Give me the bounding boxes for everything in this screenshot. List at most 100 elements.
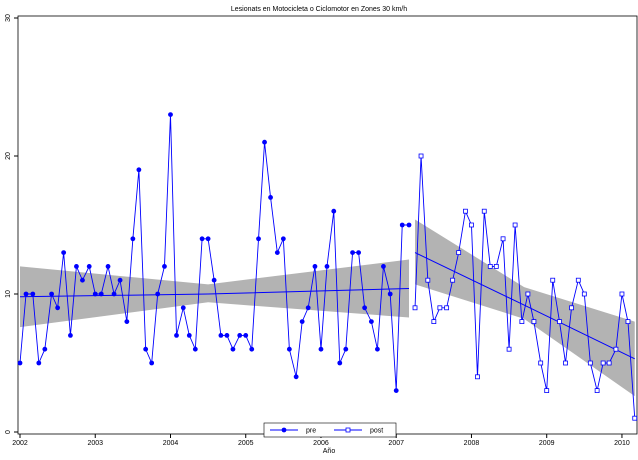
point	[249, 346, 255, 352]
point	[519, 319, 525, 325]
point	[606, 360, 612, 366]
point	[557, 319, 562, 325]
point	[393, 388, 399, 393]
point	[469, 222, 474, 228]
point	[111, 291, 117, 297]
point	[105, 264, 111, 269]
point	[80, 277, 85, 283]
point	[538, 360, 544, 366]
point	[168, 112, 173, 117]
point	[218, 333, 224, 338]
point	[36, 360, 42, 366]
point	[86, 264, 92, 269]
y-tick-label: 30	[5, 14, 12, 22]
point	[531, 319, 537, 325]
point	[345, 427, 351, 433]
point	[299, 319, 305, 324]
x-tick-label: 2007	[388, 440, 404, 447]
point	[280, 236, 286, 242]
point	[224, 333, 230, 338]
point	[130, 236, 136, 242]
point	[149, 360, 155, 366]
point	[331, 208, 337, 214]
point	[205, 236, 211, 242]
point	[525, 291, 531, 297]
point	[281, 427, 287, 433]
point	[305, 305, 311, 311]
point	[587, 360, 593, 366]
point	[68, 333, 73, 338]
point	[512, 222, 518, 228]
point	[117, 277, 123, 283]
x-tick-label: 2003	[87, 440, 103, 447]
point	[450, 277, 456, 283]
confidence-band	[20, 259, 410, 328]
point	[569, 305, 574, 311]
point	[625, 319, 631, 325]
point	[318, 346, 324, 352]
point	[136, 167, 142, 173]
x-tick-label: 2006	[313, 440, 329, 447]
point	[437, 305, 443, 311]
point	[387, 291, 393, 297]
point	[42, 346, 48, 352]
point	[274, 250, 280, 256]
point	[337, 360, 343, 366]
point	[192, 346, 198, 352]
point	[343, 346, 349, 352]
point	[237, 333, 243, 338]
point	[600, 360, 606, 366]
point	[30, 291, 36, 297]
x-axis-label: Año	[323, 448, 336, 455]
point	[174, 333, 179, 338]
point	[243, 333, 249, 338]
fit-line	[414, 252, 635, 360]
point	[368, 319, 374, 324]
point	[256, 236, 261, 242]
point	[381, 264, 386, 269]
chart-title: Lesionats en Motocicleta o Ciclomotor en…	[231, 6, 407, 13]
point	[124, 319, 130, 324]
x-tick-label: 2009	[539, 440, 555, 447]
point	[463, 208, 468, 214]
y-tick-label: 10	[5, 290, 12, 298]
point	[475, 374, 480, 380]
point	[268, 195, 273, 200]
legend-box	[263, 422, 397, 438]
point	[155, 291, 161, 297]
point	[211, 277, 217, 283]
point	[456, 250, 462, 256]
point	[544, 388, 550, 394]
point	[356, 250, 361, 256]
point	[262, 139, 267, 145]
point	[444, 305, 450, 311]
y-tick-label: 0	[5, 430, 12, 434]
point	[481, 208, 487, 214]
point	[312, 264, 318, 269]
point	[49, 291, 55, 297]
point	[143, 346, 149, 352]
point	[180, 305, 186, 311]
point	[487, 263, 493, 269]
point	[23, 291, 29, 297]
point	[399, 222, 405, 228]
point	[613, 346, 619, 352]
point	[350, 250, 355, 256]
x-tick-label: 2010	[614, 440, 630, 447]
point	[324, 264, 330, 269]
point	[92, 291, 98, 297]
x-tick-label: 2008	[464, 440, 480, 447]
x-tick-label: 2005	[238, 440, 254, 447]
point	[406, 222, 412, 228]
point	[293, 374, 299, 380]
point	[506, 346, 512, 352]
series-line	[414, 155, 636, 419]
point	[431, 319, 437, 325]
point	[199, 236, 205, 242]
point	[362, 305, 368, 311]
point	[186, 333, 192, 338]
point	[550, 277, 556, 283]
point	[418, 153, 424, 159]
legend-label: post	[370, 428, 383, 435]
